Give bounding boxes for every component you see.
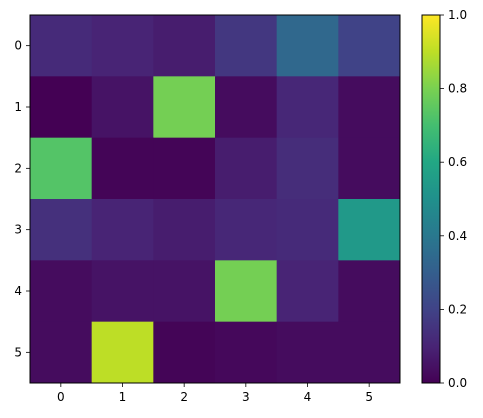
colorbar-tick-label: 1.0: [448, 8, 467, 22]
colorbar-tick-label: 0.8: [448, 82, 467, 96]
colorbar-axis: 0.0 0.2 0.4 0.6 0.8 1.0: [440, 8, 467, 390]
heatmap-cell-r4-c5: [338, 260, 401, 323]
x-tick-label: 3: [242, 390, 250, 404]
heatmap-cell-r1-c4: [276, 76, 339, 139]
heatmap-cell-r2-c4: [276, 137, 339, 200]
y-tick-label: 0: [14, 39, 22, 53]
heatmap-cell-r5-c4: [276, 321, 339, 384]
heatmap-cell-r4-c4: [276, 260, 339, 323]
x-tick-label: 2: [180, 390, 188, 404]
heatmap-cell-r1-c1: [91, 76, 154, 139]
plot-frame: [29, 14, 401, 384]
heatmap-cell-r4-c2: [153, 260, 216, 323]
heatmap-cell-r0-c2: [153, 15, 216, 77]
colorbar-tick-label: 0.0: [448, 376, 467, 390]
colorbar-tick-label: 0.6: [448, 155, 467, 169]
heatmap-cell-r5-c2: [153, 321, 216, 384]
x-tick-label: 4: [304, 390, 312, 404]
heatmap-cell-r1-c2: [153, 76, 216, 139]
heatmap-cell-r0-c0: [30, 15, 93, 77]
heatmap-cell-r3-c4: [276, 199, 339, 261]
y-axis: 0 1 2 3 4 5: [14, 39, 30, 359]
heatmap-cell-r1-c5: [338, 76, 401, 139]
y-tick-label: 3: [14, 223, 22, 237]
colorbar-tick-label: 0.4: [448, 229, 467, 243]
heatmap-cell-r3-c3: [215, 199, 278, 261]
heatmap-cell-r4-c3: [215, 260, 278, 323]
heatmap-cell-r0-c5: [338, 15, 401, 77]
heatmap-cell-r3-c0: [30, 199, 93, 261]
heatmap-cell-r4-c1: [91, 260, 154, 323]
heatmap-cell-r1-c3: [215, 76, 278, 139]
heatmap-cell-r2-c3: [215, 137, 278, 200]
heatmap-cell-r2-c2: [153, 137, 216, 200]
heatmap-cell-r3-c2: [153, 199, 216, 261]
y-tick-label: 2: [14, 161, 22, 175]
heatmap-cell-r0-c3: [215, 15, 278, 77]
heatmap-cell-r2-c1: [91, 137, 154, 200]
y-tick-label: 1: [14, 100, 22, 114]
y-tick-label: 5: [14, 345, 22, 359]
heatmap-cell-r0-c4: [276, 15, 339, 77]
heatmap-cell-r5-c1: [91, 321, 154, 384]
heatmap-cell-r3-c1: [91, 199, 154, 261]
heatmap-cell-r2-c0: [30, 137, 93, 200]
heatmap-cell-r2-c5: [338, 137, 401, 200]
heatmap-cell-r1-c0: [30, 76, 93, 139]
x-tick-label: 5: [365, 390, 373, 404]
heatmap-cell-r5-c0: [30, 321, 93, 384]
x-axis: 0 1 2 3 4 5: [57, 383, 373, 404]
heatmap-cell-r4-c0: [30, 260, 93, 323]
y-tick-label: 4: [14, 284, 22, 298]
heatmap-cell-r5-c3: [215, 321, 278, 384]
colorbar: [421, 14, 441, 384]
colorbar-tick-label: 0.2: [448, 302, 467, 316]
heatmap-cells: [30, 15, 401, 384]
heatmap-cell-r5-c5: [338, 321, 401, 384]
x-tick-label: 1: [119, 390, 127, 404]
x-tick-label: 0: [57, 390, 65, 404]
heatmap-cell-r0-c1: [91, 15, 154, 77]
heatmap-cell-r3-c5: [338, 199, 401, 261]
